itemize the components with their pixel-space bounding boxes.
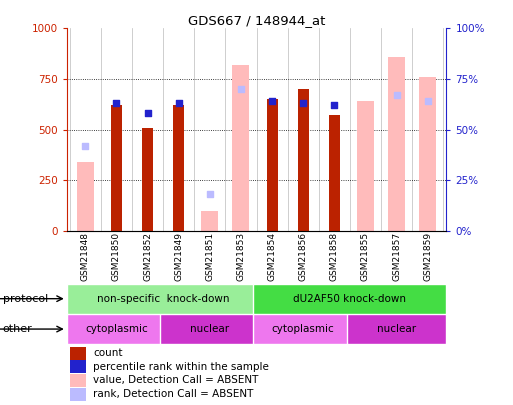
Bar [160, 314, 260, 344]
Bar [70, 347, 86, 360]
Text: count: count [93, 348, 123, 358]
Bar [267, 99, 278, 231]
Bar [347, 314, 446, 344]
Bar [253, 284, 446, 314]
Point [392, 92, 401, 98]
Point [330, 102, 339, 109]
Point [299, 100, 307, 107]
Bar [173, 105, 184, 231]
Bar [201, 211, 219, 231]
Text: nuclear: nuclear [190, 324, 229, 334]
Text: nuclear: nuclear [377, 324, 416, 334]
Text: value, Detection Call = ABSENT: value, Detection Call = ABSENT [93, 375, 259, 386]
Title: GDS667 / 148944_at: GDS667 / 148944_at [188, 14, 325, 27]
Text: cytoplasmic: cytoplasmic [85, 324, 148, 334]
Bar [111, 105, 122, 231]
Bar [329, 115, 340, 231]
Bar [388, 57, 405, 231]
Text: other: other [3, 324, 32, 334]
Point [112, 100, 121, 107]
Bar [142, 128, 153, 231]
Point [144, 110, 152, 117]
Text: rank, Detection Call = ABSENT: rank, Detection Call = ABSENT [93, 389, 253, 399]
Point [268, 98, 276, 104]
Point [424, 98, 432, 104]
Text: cytoplasmic: cytoplasmic [272, 324, 334, 334]
Bar [70, 360, 86, 373]
Bar [253, 314, 353, 344]
Text: protocol: protocol [3, 294, 48, 304]
Point [206, 191, 214, 198]
Text: non-specific  knock-down: non-specific knock-down [97, 294, 229, 304]
Point [174, 100, 183, 107]
Bar [298, 89, 309, 231]
Bar [70, 388, 86, 401]
Bar [67, 284, 260, 314]
Bar [232, 65, 249, 231]
Bar [357, 101, 374, 231]
Bar [67, 314, 166, 344]
Text: dU2AF50 knock-down: dU2AF50 knock-down [293, 294, 406, 304]
Bar [70, 374, 86, 387]
Point [81, 143, 89, 149]
Text: percentile rank within the sample: percentile rank within the sample [93, 362, 269, 372]
Bar [419, 77, 436, 231]
Bar [77, 162, 94, 231]
Point [237, 86, 245, 92]
